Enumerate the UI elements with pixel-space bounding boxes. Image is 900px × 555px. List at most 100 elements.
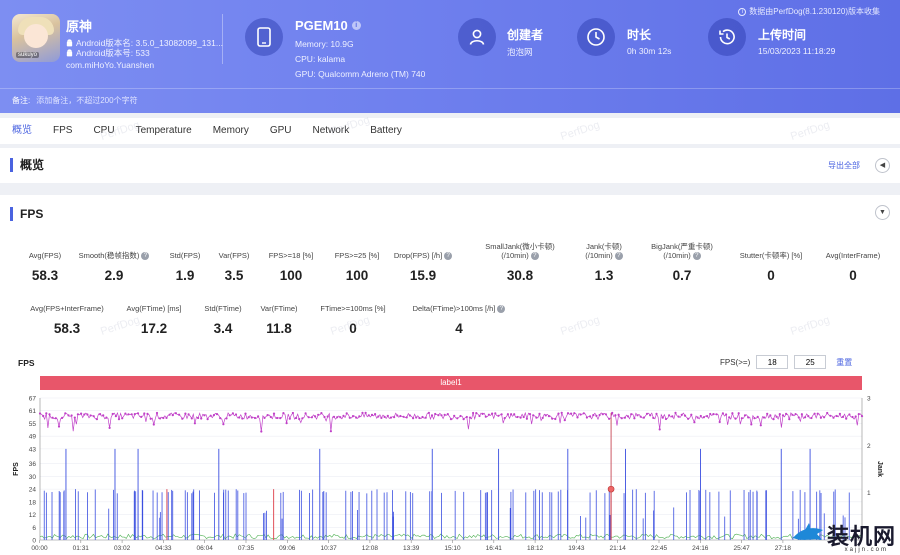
collection-note: i 数据由PerfDog(8.1.230120)版本收集 [738, 6, 880, 17]
duration-title: 时长 [627, 28, 652, 42]
x-tick-label: 00:00 [31, 545, 48, 552]
stat-label: Std(FTime) [204, 304, 242, 313]
help-icon[interactable]: ? [692, 251, 701, 260]
android-icon [66, 49, 73, 57]
stat-label: Avg(FPS+InterFrame) [30, 304, 104, 313]
stat-fps-18: FPS>=18 [%] 100 [231, 251, 351, 283]
x-tick-label: 16:41 [486, 545, 503, 552]
stat-label: Drop(FPS) [/h]? [363, 251, 483, 260]
fps-series [39, 411, 863, 432]
tab-bar: 概览 FPS CPU Temperature Memory GPU Networ… [0, 118, 900, 144]
device-memory: Memory: 10.9G [295, 39, 354, 49]
stat-avg-interframe: Avg(InterFrame) 0 [793, 251, 900, 283]
x-tick-label: 12:08 [362, 545, 379, 552]
fps-filter: FPS(>=) 重置 [720, 355, 852, 369]
y-tick-label: 61 [29, 408, 37, 415]
y-tick-label: 30 [29, 474, 37, 481]
tab-overview[interactable]: 概览 [12, 125, 32, 136]
x-tick-label: 22:45 [651, 545, 668, 552]
y-tick-label: 24 [29, 487, 37, 494]
stat-var-ftime: Var(FTime) 11.8 [219, 304, 339, 336]
y-tick-label: 18 [29, 499, 37, 506]
stat-label: Avg(InterFrame) [825, 251, 881, 260]
stat-label-2: (/10min)? [622, 251, 742, 260]
stat-value: 0 [767, 268, 775, 283]
stat-value: 58.3 [31, 268, 59, 283]
app-version-name: Android版本名: 3.5.0_13082099_131... [66, 37, 223, 49]
fps-toggle-icon[interactable]: ▼ [875, 205, 890, 220]
stat-label-2: (/10min)? [460, 251, 580, 260]
label-bar[interactable]: label1 [40, 376, 862, 390]
export-all-button[interactable]: 导出全部 [828, 161, 860, 170]
upload-value: 15/03/2023 11:18:29 [758, 46, 836, 56]
device-cpu: CPU: kalama [295, 54, 346, 64]
stat-fps-25: FPS>=25 [%] 100 [297, 251, 417, 283]
report-header: i 数据由PerfDog(8.1.230120)版本收集 sukuyo 原神 A… [0, 0, 900, 113]
remark-input[interactable]: 添加备注，不超过200个字符 [36, 96, 138, 105]
help-icon[interactable]: ? [141, 251, 150, 260]
stat-value: 1.9 [175, 268, 195, 283]
interframe-series [39, 533, 863, 540]
app-icon: sukuyo [12, 14, 60, 62]
fps-threshold-2-input[interactable] [794, 355, 827, 369]
stat-label: Avg(FPS) [28, 251, 62, 260]
x-tick-label: 27:18 [775, 545, 792, 552]
phone-icon [245, 18, 283, 56]
x-tick-label: 09:06 [279, 545, 296, 552]
tab-temperature[interactable]: Temperature [135, 125, 192, 136]
app-version-code: Android版本号: 533 [66, 47, 150, 59]
x-tick-label: 21:14 [610, 545, 627, 552]
info-icon: i [738, 7, 747, 16]
stat-value: 15.9 [409, 268, 437, 283]
stat-avg-ftime-ms: Avg(FTime) [ms] 17.2 [94, 304, 214, 336]
tab-gpu[interactable]: GPU [269, 125, 292, 136]
y-tick-label: 55 [29, 421, 37, 428]
stat-label: Var(FTime) [260, 304, 298, 313]
stat-value: 17.2 [140, 321, 168, 336]
x-tick-label: 15:10 [444, 545, 461, 552]
stat-smalljank: SmallJank(微小卡顿) (/10min)? 30.8 [460, 242, 580, 283]
tab-memory[interactable]: Memory [212, 125, 249, 136]
help-icon[interactable]: ? [614, 251, 623, 260]
stat-value: 11.8 [266, 321, 292, 336]
device-name: PGEM10 i [295, 18, 361, 33]
tab-cpu[interactable]: CPU [93, 125, 115, 136]
stat-label: Avg(FTime) [ms] [126, 304, 182, 313]
stat-value: 100 [345, 268, 369, 283]
fps-threshold-1-input[interactable] [756, 355, 789, 369]
y-tick-label: 6 [32, 525, 36, 532]
x-tick-label: 10:37 [320, 545, 337, 552]
stat-value: 58.3 [53, 321, 81, 336]
stat-avg-fps-interframe: Avg(FPS+InterFrame) 58.3 [7, 304, 127, 336]
stat-value: 3.4 [213, 321, 233, 336]
stat-value: 1.3 [594, 268, 614, 283]
tab-battery[interactable]: Battery [370, 125, 402, 136]
help-icon[interactable]: ? [444, 251, 453, 260]
history-icon [708, 18, 746, 56]
stat-jank: Jank(卡顿) (/10min)? 1.3 [544, 242, 664, 283]
help-icon[interactable]: ? [530, 251, 539, 260]
info-icon[interactable]: i [351, 21, 361, 30]
stat-value: 3.5 [224, 268, 244, 283]
reset-button[interactable]: 重置 [836, 357, 853, 367]
stat-std-fps: Std(FPS) 1.9 [125, 251, 245, 283]
collapse-sidebar-icon[interactable]: ◀ [875, 158, 890, 173]
remark-label: 备注: [12, 96, 31, 105]
y-tick-label: 49 [29, 434, 37, 441]
fps-section-title: FPS [10, 207, 43, 221]
tab-network[interactable]: Network [312, 125, 350, 136]
y-tick-label: 12 [29, 512, 37, 519]
stat-label: SmallJank(微小卡顿) [485, 242, 555, 251]
tab-fps[interactable]: FPS [53, 125, 73, 136]
stat-value: 0 [849, 268, 857, 283]
overview-title: 概览 [10, 158, 44, 172]
clock-icon [577, 18, 615, 56]
app-name: 原神 [66, 19, 93, 34]
stat-label: Var(FPS) [218, 251, 250, 260]
stat-value: 2.9 [104, 268, 124, 283]
x-tick-label: 19:43 [568, 545, 585, 552]
x-tick-label: 13:39 [403, 545, 420, 552]
help-icon[interactable]: ? [497, 304, 506, 313]
remark-row[interactable]: 备注: 添加备注，不超过200个字符 [0, 88, 900, 113]
